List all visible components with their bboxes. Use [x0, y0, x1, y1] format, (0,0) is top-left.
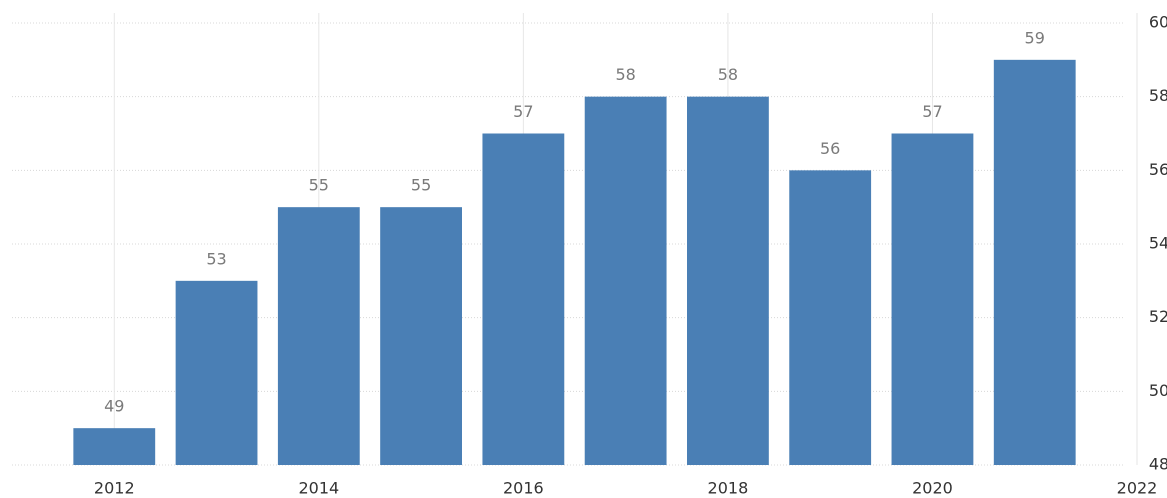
bar	[73, 428, 156, 465]
y-tick-label: 58	[1149, 86, 1167, 105]
x-tick-label: 2014	[298, 479, 339, 498]
bar	[380, 207, 462, 465]
bar	[482, 133, 565, 465]
bar	[993, 59, 1076, 465]
value-label: 57	[922, 102, 942, 121]
x-tick-label: 2016	[503, 479, 544, 498]
value-label: 49	[104, 397, 124, 416]
value-label: 58	[615, 65, 635, 84]
y-tick-label: 60	[1149, 13, 1167, 32]
x-tick-label: 2012	[94, 479, 135, 498]
value-label: 56	[820, 139, 840, 158]
bar	[277, 207, 360, 465]
y-tick-label: 50	[1149, 381, 1167, 400]
x-tick-label: 2020	[912, 479, 953, 498]
value-label: 55	[309, 176, 329, 195]
value-label: 57	[513, 102, 533, 121]
value-label: 55	[411, 176, 431, 195]
x-tick-label: 2018	[708, 479, 749, 498]
y-tick-label: 52	[1149, 307, 1167, 326]
y-tick-label: 54	[1149, 234, 1167, 253]
bar	[891, 133, 974, 465]
value-label: 53	[206, 249, 226, 268]
value-label: 59	[1025, 28, 1045, 47]
bar	[687, 96, 769, 466]
y-tick-label: 48	[1149, 455, 1167, 474]
bar	[584, 96, 667, 466]
y-tick-label: 56	[1149, 160, 1167, 179]
bar	[175, 280, 258, 465]
x-tick-label: 2022	[1117, 479, 1158, 498]
value-label: 58	[718, 65, 738, 84]
bar	[789, 170, 872, 466]
